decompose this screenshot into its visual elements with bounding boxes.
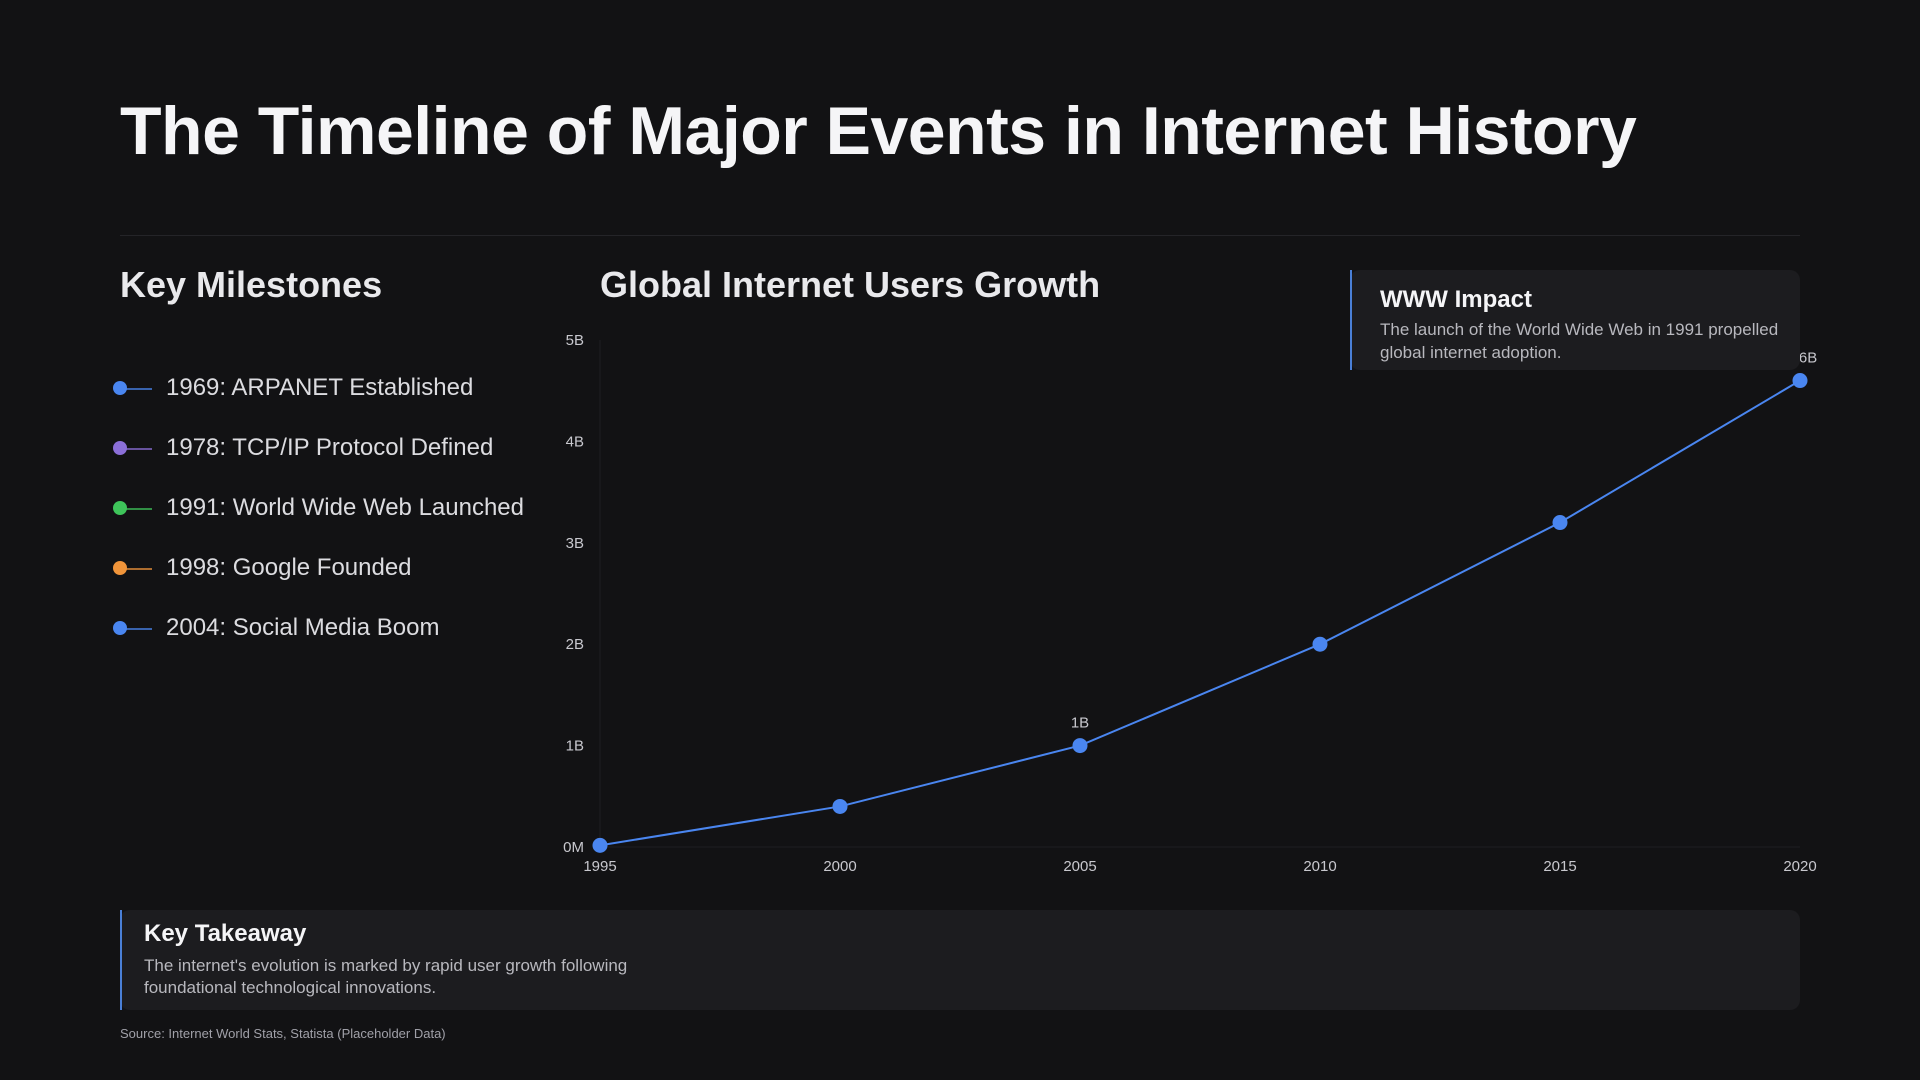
timeline-marker-icon (110, 620, 152, 636)
callout-title: WWW Impact (1380, 286, 1532, 313)
series-line (599, 379, 1801, 847)
data-point (1552, 515, 1568, 531)
takeaway-text: The internet's evolution is marked by ra… (144, 956, 628, 997)
data-point (1792, 373, 1808, 389)
y-tick-label: 3B (566, 535, 584, 552)
milestone-item: 1998: Google Founded (110, 538, 524, 598)
data-point (1072, 738, 1088, 754)
milestone-item: 1969: ARPANET Established (110, 358, 524, 418)
milestones-title: Key Milestones (120, 264, 383, 305)
milestone-label: 1969: ARPANET Established (166, 374, 474, 401)
milestone-dot (113, 501, 127, 515)
key-takeaway-box: Key Takeaway The internet's evolution is… (120, 910, 1800, 1010)
milestone-dot (113, 621, 127, 635)
data-label: 1B (1071, 715, 1089, 732)
data-point (592, 837, 608, 853)
title-divider (120, 235, 1800, 236)
milestone-label: 1991: World Wide Web Launched (166, 494, 524, 521)
y-tick-label: 5B (566, 332, 584, 349)
milestone-item: 1978: TCP/IP Protocol Defined (110, 418, 524, 478)
x-tick-label: 1995 (583, 858, 616, 875)
milestone-line (124, 628, 152, 630)
callout-accent-bar (1350, 270, 1352, 370)
milestone-item: 1991: World Wide Web Launched (110, 478, 524, 538)
y-tick-label: 1B (566, 738, 584, 755)
y-tick-label: 2B (566, 636, 584, 653)
milestone-dot (113, 441, 127, 455)
timeline-marker-icon (110, 500, 152, 516)
milestone-dot (113, 561, 127, 575)
takeaway-title: Key Takeaway (144, 920, 307, 947)
y-tick-label: 0M (563, 839, 584, 856)
milestone-line (124, 568, 152, 570)
timeline-marker-icon (110, 440, 152, 456)
x-tick-label: 2020 (1783, 858, 1816, 875)
milestone-label: 2004: Social Media Boom (166, 614, 440, 641)
takeaway-accent-bar (120, 910, 122, 1010)
milestone-item: 2004: Social Media Boom (110, 598, 524, 658)
x-tick-label: 2005 (1063, 858, 1096, 875)
x-tick-label: 2015 (1543, 858, 1576, 875)
timeline-marker-icon (110, 380, 152, 396)
chart-title: Global Internet Users Growth (600, 264, 1101, 305)
y-tick-label: 4B (566, 433, 584, 450)
x-tick-label: 2000 (823, 858, 856, 875)
milestone-dot (113, 381, 127, 395)
callout-text: The launch of the World Wide Web in 1991… (1380, 320, 1779, 362)
data-point (832, 798, 848, 814)
milestone-line (124, 508, 152, 510)
source-note: Source: Internet World Stats, Statista (… (120, 1026, 446, 1041)
data-label: .6B (1795, 350, 1818, 367)
x-tick-label: 2010 (1303, 858, 1336, 875)
data-point (1312, 636, 1328, 652)
www-impact-callout: WWW Impact The launch of the World Wide … (1350, 270, 1800, 370)
timeline-marker-icon (110, 560, 152, 576)
milestone-label: 1998: Google Founded (166, 554, 412, 581)
milestone-label: 1978: TCP/IP Protocol Defined (166, 434, 494, 461)
page-title: The Timeline of Major Events in Internet… (120, 93, 1637, 169)
milestone-list: 1969: ARPANET Established 1978: TCP/IP P… (110, 358, 524, 658)
milestone-line (124, 388, 152, 390)
milestone-line (124, 448, 152, 450)
